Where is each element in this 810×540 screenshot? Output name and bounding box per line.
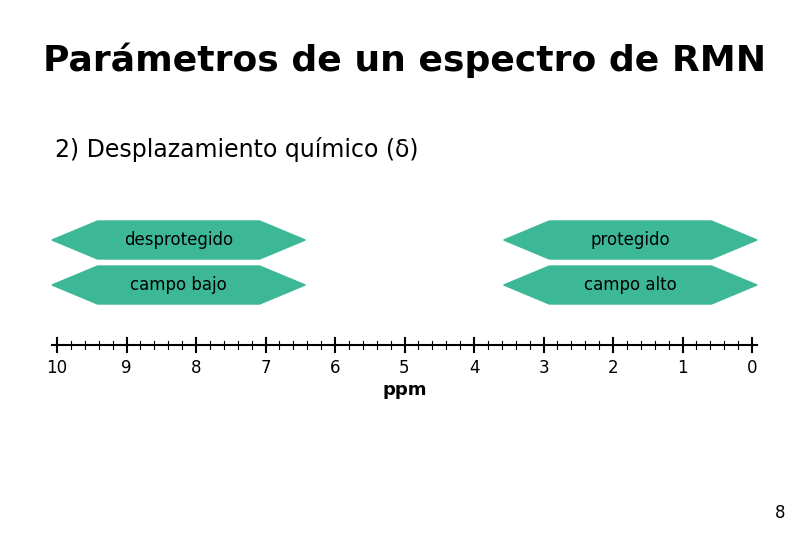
Text: campo alto: campo alto (584, 276, 676, 294)
Text: 8: 8 (190, 359, 201, 377)
Text: Parámetros de un espectro de RMN: Parámetros de un espectro de RMN (44, 42, 766, 78)
Text: 8: 8 (774, 504, 785, 522)
Text: 1: 1 (677, 359, 688, 377)
Text: protegido: protegido (590, 231, 670, 249)
Polygon shape (504, 266, 757, 304)
Text: 0: 0 (747, 359, 757, 377)
Polygon shape (504, 221, 757, 259)
Polygon shape (52, 266, 305, 304)
Text: ppm: ppm (382, 381, 427, 399)
Text: 5: 5 (399, 359, 410, 377)
Text: 6: 6 (330, 359, 340, 377)
Text: 3: 3 (538, 359, 549, 377)
Text: campo bajo: campo bajo (130, 276, 227, 294)
Text: 2: 2 (608, 359, 618, 377)
Text: 7: 7 (260, 359, 271, 377)
Text: 4: 4 (469, 359, 480, 377)
Text: 9: 9 (122, 359, 132, 377)
Text: desprotegido: desprotegido (124, 231, 233, 249)
Text: 10: 10 (46, 359, 67, 377)
Text: 2) Desplazamiento químico (δ): 2) Desplazamiento químico (δ) (55, 138, 419, 163)
Polygon shape (52, 221, 305, 259)
